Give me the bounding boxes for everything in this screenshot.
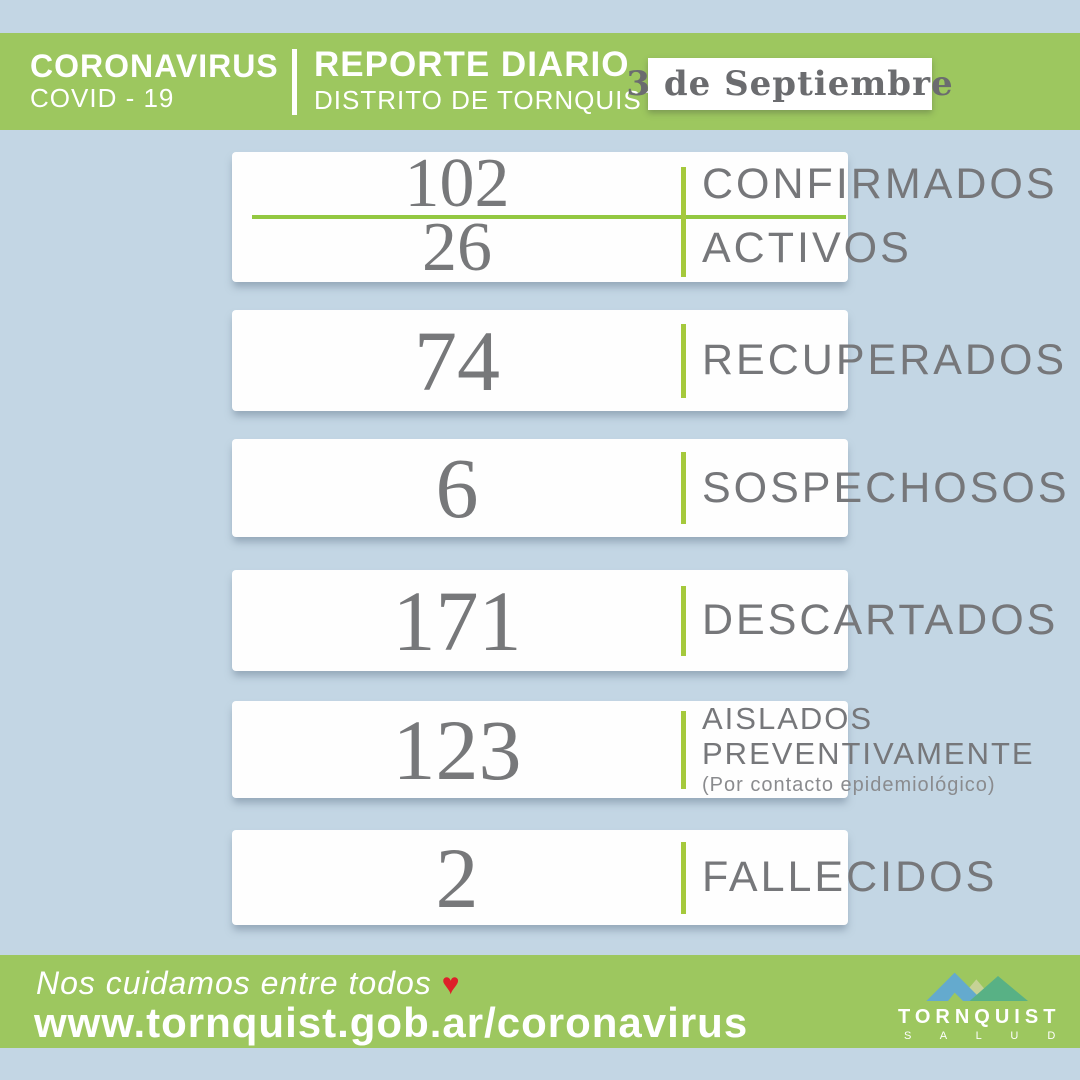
logo-subtitle: S A L U D [904, 1030, 1069, 1042]
stat-card-fallecidos: 2 FALLECIDOS [232, 829, 998, 926]
sospechosos-value: 6 [435, 440, 479, 536]
slogan-text: Nos cuidamos entre todos [36, 965, 432, 1001]
stat-card-aislados: 123 AISLADOS PREVENTIVAMENTE (Por contac… [232, 701, 1035, 798]
poster-subtitle: COVID - 19 [30, 83, 175, 113]
fallecidos-value: 2 [435, 829, 479, 926]
footer-url[interactable]: www.tornquist.gob.ar/coronavirus [34, 999, 749, 1046]
activos-row: 26 ACTIVOS [232, 209, 912, 286]
green-vertical-divider [681, 167, 686, 277]
stat-card-confirmados-activos: 102 CONFIRMADOS 26 ACTIVOS [232, 145, 1058, 286]
green-vertical-divider [681, 585, 686, 656]
report-subtitle: DISTRITO DE TORNQUIST [314, 85, 659, 115]
report-title: REPORTE DIARIO [314, 45, 630, 84]
descartados-label: DESCARTADOS [702, 596, 1059, 645]
heart-icon: ♥ [441, 968, 461, 1001]
activos-label: ACTIVOS [702, 223, 912, 272]
footer-slogan: Nos cuidamos entre todos ♥ [36, 967, 461, 1000]
stat-card-recuperados: 74 RECUPERADOS [232, 310, 1068, 411]
aislados-label-line1: AISLADOS [702, 701, 874, 737]
activos-value: 26 [422, 209, 492, 286]
recuperados-value: 74 [414, 312, 500, 409]
stat-card-sospechosos: 6 SOSPECHOSOS [232, 439, 1070, 537]
aislados-value: 123 [392, 701, 522, 798]
tornquist-salud-logo: TORNQUIST S A L U D [898, 969, 1058, 1043]
header-band: CORONAVIRUS COVID - 19 REPORTE DIARIO DI… [0, 33, 1080, 130]
header-divider [292, 49, 297, 115]
green-vertical-divider [681, 452, 686, 524]
date-badge: 3 de Septiembre [626, 58, 953, 110]
sospechosos-label: SOSPECHOSOS [702, 463, 1070, 512]
fallecidos-label: FALLECIDOS [702, 853, 998, 902]
report-date: 3 de Septiembre [626, 64, 954, 104]
stat-card-descartados: 171 DESCARTADOS [232, 570, 1059, 671]
green-vertical-divider [681, 841, 686, 914]
logo-name: TORNQUIST [898, 1006, 1061, 1028]
confirmados-row: 102 CONFIRMADOS [232, 145, 1058, 222]
mountains-icon [926, 972, 1028, 1001]
aislados-label-line2: PREVENTIVAMENTE [702, 736, 1035, 771]
recuperados-label: RECUPERADOS [702, 336, 1068, 385]
green-horizontal-divider [252, 215, 846, 219]
confirmados-value: 102 [404, 145, 510, 222]
confirmados-label: CONFIRMADOS [702, 159, 1058, 208]
aislados-note: (Por contacto epidemiológico) [702, 773, 996, 796]
descartados-value: 171 [392, 572, 522, 669]
green-vertical-divider [681, 323, 686, 398]
poster-title: CORONAVIRUS [30, 48, 279, 84]
footer-band: Nos cuidamos entre todos ♥ www.tornquist.… [0, 955, 1080, 1048]
green-vertical-divider [681, 710, 686, 789]
